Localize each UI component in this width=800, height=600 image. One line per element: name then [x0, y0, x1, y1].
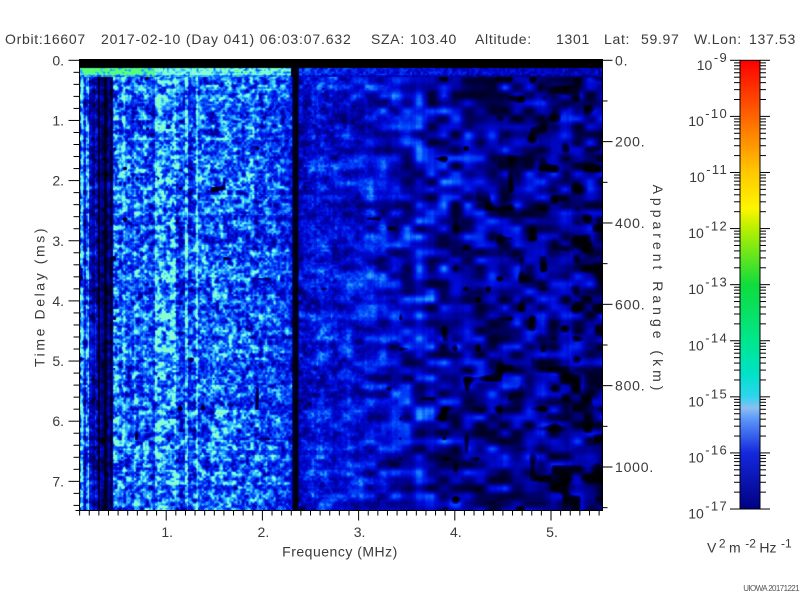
svg-text:4.: 4. [450, 524, 462, 540]
svg-text:V2m-2Hz-1: V 2 m -2 Hz -1 [707, 537, 792, 556]
svg-text:1.: 1. [161, 524, 173, 540]
svg-text:1000.: 1000. [615, 459, 654, 475]
svg-text:Altitude:: Altitude: [475, 31, 532, 47]
svg-text:3.: 3. [354, 524, 366, 540]
svg-text:Apparent Range (km): Apparent Range (km) [650, 185, 666, 395]
svg-text:7.: 7. [52, 473, 64, 489]
svg-text:600.: 600. [615, 296, 645, 312]
svg-text:0.: 0. [52, 52, 64, 68]
svg-text:200.: 200. [615, 134, 645, 150]
svg-text:0.: 0. [615, 52, 628, 68]
svg-text:Orbit:16607: Orbit:16607 [5, 31, 86, 47]
svg-text:59.97: 59.97 [641, 31, 680, 47]
svg-text:6.: 6. [52, 413, 64, 429]
svg-text:10-11: 10 -11 [689, 162, 728, 185]
svg-text:2.: 2. [258, 524, 270, 540]
svg-text:10-13: 10 -13 [688, 274, 728, 297]
svg-text:800.: 800. [615, 378, 645, 394]
svg-text:3.: 3. [52, 233, 64, 249]
svg-text:10-17: 10 -17 [688, 499, 728, 522]
svg-text:Time Delay (ms): Time Delay (ms) [32, 226, 48, 367]
svg-text:2.: 2. [52, 173, 64, 189]
svg-text:137.53: 137.53 [749, 31, 796, 47]
svg-text:10-10: 10 -10 [688, 106, 728, 129]
svg-text:10-16: 10 -16 [688, 443, 728, 466]
svg-text:Lat:: Lat: [604, 31, 630, 47]
svg-text:1.: 1. [52, 112, 64, 128]
svg-text:10-15: 10 -15 [688, 387, 728, 410]
svg-text:4.: 4. [52, 293, 64, 309]
svg-text:2017-02-10 (Day 041) 06:03:07.: 2017-02-10 (Day 041) 06:03:07.632 [101, 31, 352, 47]
svg-text:103.40: 103.40 [410, 31, 457, 47]
svg-text:Frequency (MHz): Frequency (MHz) [282, 544, 398, 560]
svg-text:SZA:: SZA: [371, 31, 405, 47]
svg-text:10-9: 10 -9 [697, 50, 728, 73]
svg-text:400.: 400. [615, 215, 645, 231]
svg-text:UIOWA 20171221: UIOWA 20171221 [743, 584, 800, 593]
svg-text:5.: 5. [546, 524, 558, 540]
svg-text:5.: 5. [52, 353, 64, 369]
svg-text:10-12: 10 -12 [688, 218, 728, 241]
svg-text:10-14: 10 -14 [688, 330, 728, 353]
svg-text:1301: 1301 [556, 31, 590, 47]
svg-text:W.Lon:: W.Lon: [694, 31, 742, 47]
